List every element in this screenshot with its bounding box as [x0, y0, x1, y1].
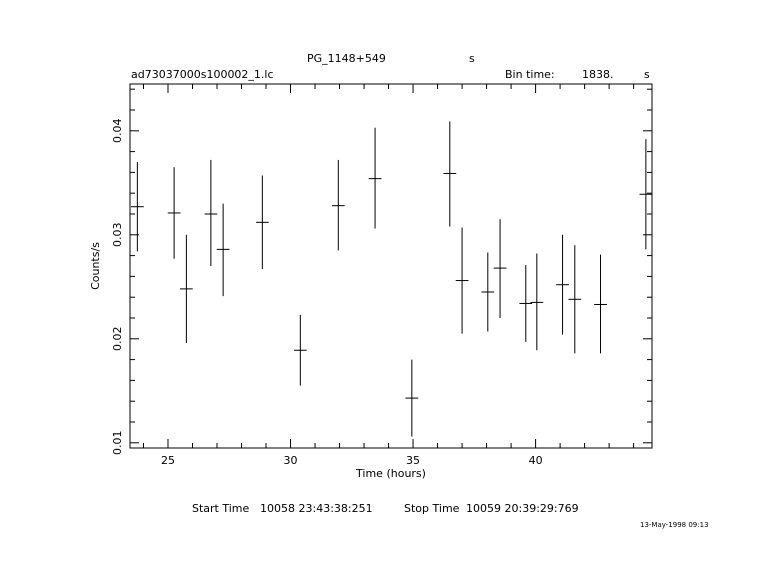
data-point — [405, 359, 419, 437]
data-point — [481, 252, 495, 332]
start-time-value: 10058 23:43:38:251 — [260, 502, 373, 515]
data-point — [519, 264, 533, 342]
data-point — [167, 167, 181, 259]
object-unit: s — [469, 52, 475, 65]
data-point — [530, 253, 544, 351]
data-point — [443, 121, 457, 227]
stop-time-value: 10059 20:39:29:769 — [466, 502, 579, 515]
data-point — [556, 234, 569, 335]
data-point — [368, 127, 382, 229]
x-tick-label: 25 — [161, 454, 175, 467]
data-point — [130, 162, 144, 252]
data-point — [216, 203, 230, 297]
data-point — [204, 159, 218, 266]
y-axis-label: Counts/s — [89, 242, 102, 290]
y-tick-label: 0.03 — [111, 223, 124, 248]
data-point — [568, 245, 582, 354]
stop-time-label: Stop Time — [404, 502, 460, 515]
bin-time-label: Bin time: — [505, 68, 555, 81]
x-axis-label: Time (hours) — [355, 467, 426, 480]
y-axis-ticks: 0.01 0.02 0.03 0.04 — [111, 88, 652, 456]
data-point — [639, 139, 652, 250]
data-point — [293, 314, 307, 386]
y-tick-label: 0.02 — [111, 327, 124, 352]
x-axis-ticks: 25 30 35 40 — [142, 84, 635, 467]
x-tick-label: 40 — [529, 454, 543, 467]
timestamp: 13-May-1998 09:13 — [640, 521, 709, 529]
data-point — [255, 175, 269, 270]
bin-time-unit: s — [644, 68, 650, 81]
start-time-label: Start Time — [192, 502, 250, 515]
data-point — [179, 234, 193, 343]
data-point — [331, 159, 345, 251]
y-tick-label: 0.01 — [111, 431, 124, 456]
y-tick-label: 0.04 — [111, 119, 124, 144]
data-point — [594, 254, 607, 354]
x-tick-label: 30 — [284, 454, 298, 467]
file-name: ad73037000s100002_1.lc — [131, 68, 274, 81]
plot-frame — [129, 83, 653, 449]
data-point — [493, 219, 507, 318]
data-point — [455, 227, 469, 334]
data-points — [130, 121, 652, 437]
object-name: PG_1148+549 — [307, 52, 386, 65]
bin-time-value: 1838. — [582, 68, 614, 81]
x-tick-label: 35 — [406, 454, 420, 467]
